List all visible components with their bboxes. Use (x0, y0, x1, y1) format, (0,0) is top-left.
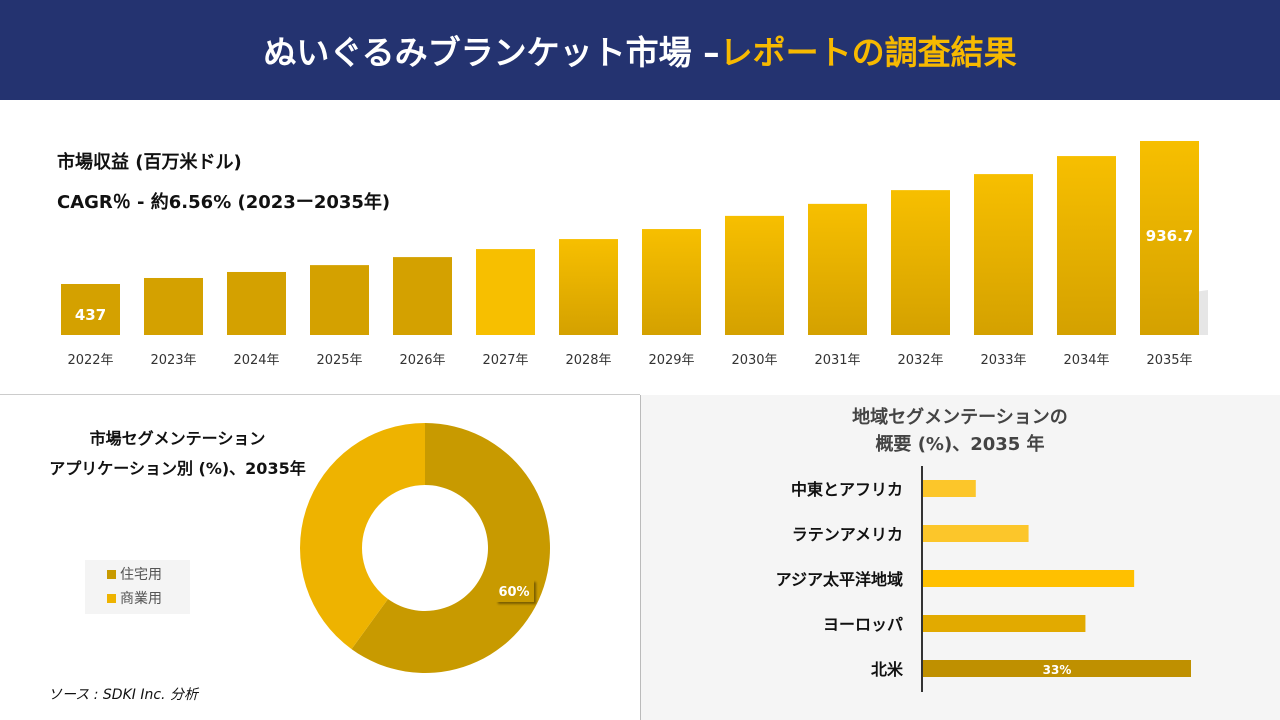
bar (61, 283, 120, 335)
cagr-label: CAGR％ - 約6.56% (2023ー2035年) (57, 192, 391, 213)
category-label: 北米 (871, 660, 904, 679)
x-tick-label: 2028年 (565, 353, 611, 368)
x-tick-label: 2030年 (731, 353, 777, 368)
title-highlight: レポートの調査結果 (719, 33, 1017, 72)
bar (310, 265, 369, 335)
pie-title: 市場セグメンテーションアプリケーション別 (%)、2035年 (0, 424, 355, 484)
category-label: 中東とアフリカ (791, 480, 903, 499)
category-label: ヨーロッパ (823, 615, 903, 634)
bar (393, 257, 452, 335)
region-title-line: 地域セグメンテーションの (852, 407, 1068, 428)
category-label: アジア太平洋地域 (776, 570, 903, 589)
donut-slice (299, 423, 425, 650)
bar (923, 570, 1135, 587)
x-tick-label: 2032年 (897, 353, 943, 368)
data-label: 60% (498, 585, 529, 600)
bar (559, 239, 618, 335)
bar (1057, 156, 1116, 335)
bar (923, 615, 1086, 632)
bar (144, 277, 203, 335)
bar (476, 249, 535, 335)
x-tick-label: 2034年 (1063, 353, 1109, 368)
x-tick-label: 2025年 (316, 353, 362, 368)
pie-legend: 住宅用 商業用 (85, 560, 190, 614)
data-label-box (496, 580, 534, 602)
bar (923, 480, 976, 497)
bar (227, 271, 286, 335)
bar (891, 190, 950, 335)
bar (923, 525, 1029, 542)
donut-slice (351, 423, 550, 674)
revenue-label: 市場収益 (百万米ドル) (57, 152, 242, 173)
bar (642, 229, 701, 335)
x-tick-label: 2029年 (648, 353, 694, 368)
page-title: ぬいぐるみブランケット市場 – レポートの調査結果 (0, 0, 1280, 100)
x-tick-label: 2031年 (814, 353, 860, 368)
pie-title-line: アプリケーション別 (%)、2035年 (49, 459, 306, 478)
bar (1140, 140, 1199, 335)
x-tick-label: 2027年 (482, 353, 528, 368)
data-label: 437 (75, 306, 106, 324)
title-part: ぬいぐるみブランケット市場 – (263, 33, 720, 72)
divider (0, 394, 640, 395)
pie-title-line: 市場セグメンテーション (89, 429, 266, 448)
x-tick-label: 2022年 (67, 353, 113, 368)
x-tick-label: 2026年 (399, 353, 445, 368)
legend-item: 商業用 (107, 587, 190, 611)
x-tick-label: 2024年 (233, 353, 279, 368)
source-note: ソース : SDKI Inc. 分析 (48, 687, 198, 703)
bar (725, 215, 784, 335)
data-label: 936.7 (1146, 227, 1193, 245)
legend-swatch (107, 594, 116, 603)
x-tick-label: 2023年 (150, 353, 196, 368)
legend-swatch (107, 570, 116, 579)
category-label: ラテンアメリカ (792, 525, 903, 544)
bar (808, 203, 867, 335)
bar (974, 174, 1033, 335)
legend-label: 商業用 (120, 591, 162, 607)
x-tick-label: 2035年 (1146, 353, 1192, 368)
data-label: 33% (1043, 663, 1072, 677)
x-tick-label: 2033年 (980, 353, 1026, 368)
legend-item: 住宅用 (107, 563, 190, 587)
legend-label: 住宅用 (120, 567, 162, 583)
bar (923, 660, 1191, 677)
region-title-line: 概要 (%)、2035 年 (875, 434, 1045, 455)
region-title: 地域セグメンテーションの 概要 (%)、2035 年 (640, 404, 1280, 458)
